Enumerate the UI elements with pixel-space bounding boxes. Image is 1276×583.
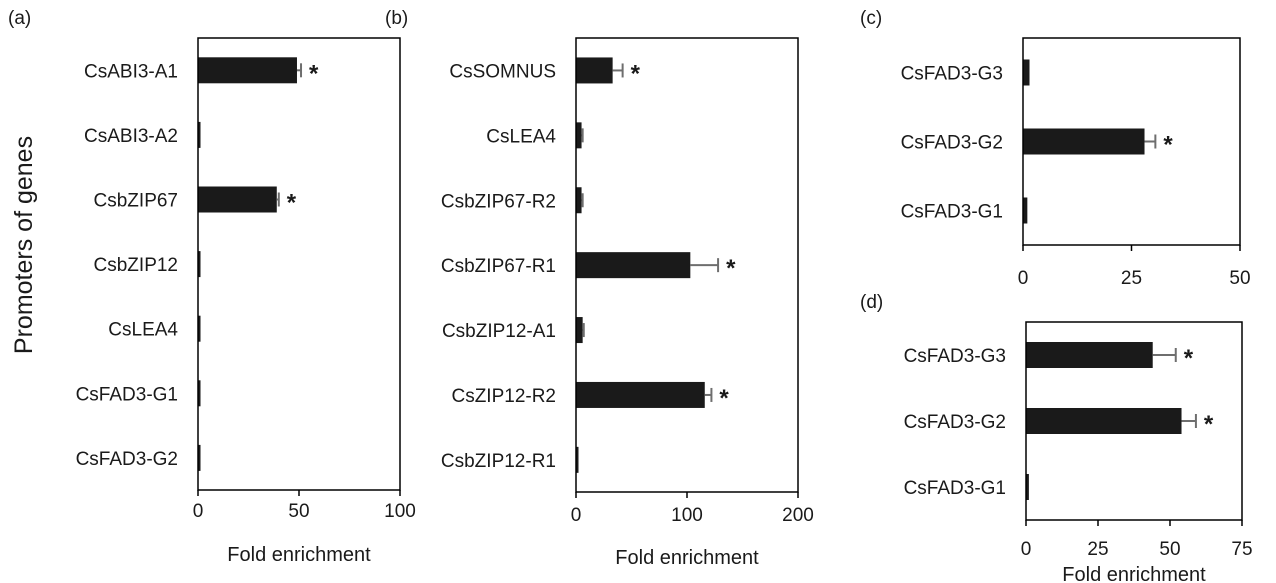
- category-label: CsFAD3-G2: [901, 133, 1003, 154]
- bar: [576, 57, 613, 84]
- x-tick-label: 25: [1087, 539, 1108, 560]
- category-label: CsFAD3-G2: [904, 412, 1006, 433]
- significance-mark: *: [1163, 132, 1173, 159]
- category-label: CsbZIP67: [94, 191, 178, 212]
- panel-label: (c): [860, 8, 882, 29]
- bar: [1026, 342, 1153, 368]
- bar: [1026, 474, 1029, 500]
- category-label: CsbZIP12-R1: [441, 451, 556, 472]
- bar: [1023, 197, 1028, 224]
- x-tick-label: 0: [1018, 268, 1029, 289]
- x-tick-label: 0: [571, 505, 582, 526]
- bar: [198, 251, 201, 278]
- category-label: CsFAD3-G1: [76, 384, 178, 405]
- bar: [576, 381, 705, 408]
- bar: [576, 122, 582, 149]
- plot-frame: [1025, 321, 1243, 521]
- bar: [198, 315, 201, 342]
- category-label: CsLEA4: [486, 126, 556, 147]
- category-label: CsLEA4: [108, 320, 178, 341]
- x-tick-label: 100: [384, 501, 416, 522]
- bar: [576, 187, 582, 214]
- significance-mark: *: [719, 385, 729, 412]
- category-label: CsSOMNUS: [449, 61, 556, 82]
- x-axis-label: Fold enrichment: [615, 547, 759, 569]
- panel-c: (c) CsFAD3-G3 CsFAD3-G2 * CsFAD3-G1 0 25 50: [860, 8, 1251, 289]
- category-label: CsFAD3-G1: [904, 478, 1006, 499]
- x-tick-label: 100: [671, 505, 703, 526]
- x-tick-label: 75: [1231, 539, 1252, 560]
- significance-mark: *: [1184, 345, 1194, 372]
- category-label: CsbZIP67-R2: [441, 191, 556, 212]
- category-label: CsZIP12-R2: [451, 386, 556, 407]
- category-label: CsFAD3-G1: [901, 202, 1003, 223]
- significance-mark: *: [287, 190, 297, 217]
- panel-a: (a) CsABI3-A1 * CsABI3-A2 CsbZIP67 * CsbZIP12 C…: [8, 8, 416, 566]
- y-axis-label: Promoters of genes: [10, 136, 38, 354]
- significance-mark: *: [1204, 411, 1214, 438]
- bar: [198, 444, 201, 471]
- panel-b: (b) CsSOMNUS * CsLEA4 CsbZIP67-R2 CsbZIP67-R1…: [385, 8, 814, 569]
- category-label: CsbZIP12: [94, 255, 178, 276]
- bar: [576, 446, 579, 473]
- category-label: CsbZIP12-A1: [442, 321, 556, 342]
- bar: [576, 252, 691, 279]
- category-label: CsFAD3-G3: [901, 64, 1003, 85]
- category-label: CsABI3-A1: [84, 61, 178, 82]
- significance-mark: *: [309, 60, 319, 87]
- category-label: CsABI3-A2: [84, 126, 178, 147]
- plot-frame: [197, 37, 401, 491]
- x-tick-label: 50: [1159, 539, 1180, 560]
- bar: [1023, 59, 1030, 86]
- bar: [1026, 408, 1182, 434]
- x-axis-label: Fold enrichment: [227, 544, 371, 566]
- x-tick-label: 200: [782, 505, 814, 526]
- x-tick-label: 50: [288, 501, 309, 522]
- panel-label: (d): [860, 292, 883, 313]
- x-tick-label: 0: [193, 501, 204, 522]
- bar: [1023, 128, 1145, 155]
- significance-mark: *: [631, 60, 641, 87]
- panel-label: (b): [385, 8, 408, 29]
- x-axis-label: Fold enrichment: [1062, 564, 1206, 583]
- category-label: CsFAD3-G3: [904, 346, 1006, 367]
- panel-label: (a): [8, 8, 31, 29]
- category-label: CsbZIP67-R1: [441, 256, 556, 277]
- x-tick-label: 50: [1229, 268, 1250, 289]
- bar: [198, 186, 277, 213]
- category-label: CsFAD3-G2: [76, 449, 178, 470]
- x-tick-label: 25: [1121, 268, 1142, 289]
- panel-d: (d) CsFAD3-G3 * CsFAD3-G2 * CsFAD3-G1 0 25 50 75 F…: [860, 292, 1253, 583]
- bar: [576, 317, 583, 344]
- bar: [198, 57, 297, 84]
- bar: [198, 121, 201, 148]
- bar: [198, 380, 201, 407]
- significance-mark: *: [726, 255, 736, 282]
- x-tick-label: 0: [1021, 539, 1032, 560]
